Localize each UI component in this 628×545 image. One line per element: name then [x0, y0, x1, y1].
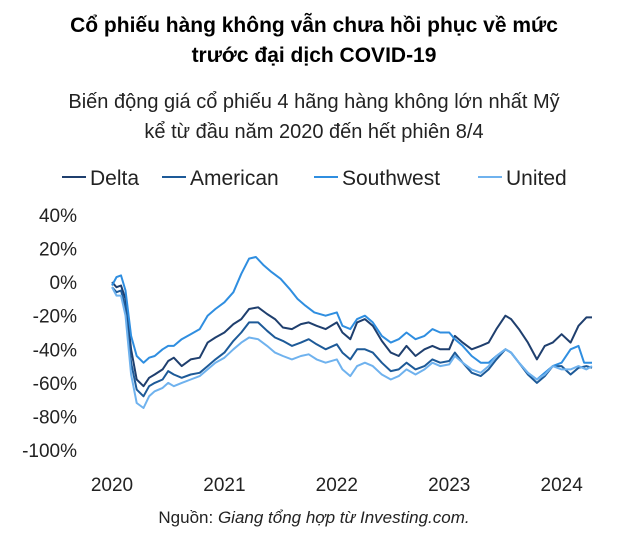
y-tick-label: -80% [33, 407, 77, 428]
chart-title-line-1: Cổ phiếu hàng không vẫn chưa hồi phục về… [70, 14, 558, 37]
chart-subtitle-line-1: Biến động giá cổ phiếu 4 hãng hàng không… [68, 91, 560, 113]
y-tick-label: -100% [22, 441, 77, 462]
x-tick-label: 2020 [91, 475, 133, 496]
legend-item-american: American [162, 164, 279, 194]
legend-swatch-southwest [314, 176, 338, 179]
legend-item-southwest: Southwest [314, 164, 440, 194]
chart-subtitle-line-2: kể từ đầu năm 2020 đến hết phiên 8/4 [144, 121, 484, 143]
legend-label-southwest: Southwest [342, 167, 441, 190]
y-tick-label: -40% [33, 340, 77, 361]
legend-label-united: United [506, 167, 567, 190]
y-tick-label: -60% [33, 374, 77, 395]
source-text: Giang tổng hợp từ Investing.com. [217, 508, 470, 527]
chart-title-line-2: trước đại dịch COVID-19 [191, 44, 437, 67]
legend-swatch-american [162, 176, 186, 179]
source-prefix: Nguồn: [158, 508, 218, 527]
y-tick-label: -20% [33, 307, 77, 328]
y-tick-label: 40% [39, 206, 77, 227]
legend-swatch-delta [62, 176, 86, 179]
legend-item-united: United [478, 164, 567, 194]
chart-legend: Delta American Southwest United [0, 164, 628, 194]
x-tick-label: 2021 [203, 475, 245, 496]
legend-label-american: American [190, 167, 279, 190]
series-line-delta [111, 281, 592, 388]
legend-label-delta: Delta [90, 167, 140, 190]
legend-item-delta: Delta [62, 164, 139, 194]
x-tick-label: 2024 [541, 475, 584, 496]
y-tick-label: 0% [50, 273, 78, 294]
series-line-united [111, 286, 593, 409]
x-tick-label: 2023 [428, 475, 470, 496]
series-line-american [111, 286, 593, 398]
source-note: Nguồn: Giang tổng hợp từ Investing.com. [0, 508, 628, 528]
series-line-southwest [111, 256, 592, 381]
legend-swatch-united [478, 176, 502, 179]
x-tick-label: 2022 [316, 475, 358, 496]
y-tick-label: 20% [39, 240, 77, 261]
